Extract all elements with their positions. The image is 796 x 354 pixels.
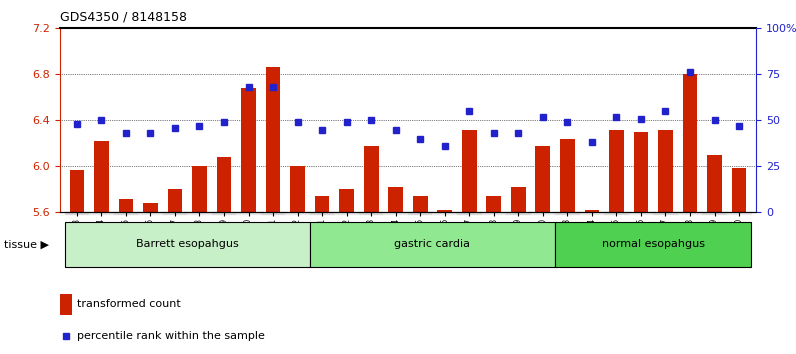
Bar	[187, 212, 212, 214]
Bar	[634, 132, 648, 212]
Bar	[629, 212, 654, 214]
Bar	[261, 212, 285, 214]
Bar	[727, 212, 751, 214]
Bar	[291, 166, 305, 212]
Bar	[168, 189, 182, 212]
Bar	[241, 88, 256, 212]
FancyBboxPatch shape	[310, 222, 555, 267]
Bar	[89, 212, 114, 214]
Bar	[217, 157, 232, 212]
Text: gastric cardia: gastric cardia	[395, 239, 470, 249]
Bar	[413, 196, 427, 212]
Bar	[339, 189, 354, 212]
Bar	[511, 187, 525, 212]
Bar	[432, 212, 457, 214]
Bar	[604, 212, 629, 214]
Bar	[364, 146, 379, 212]
Bar	[388, 187, 403, 212]
Bar	[64, 212, 89, 214]
Bar	[536, 146, 550, 212]
Bar	[677, 212, 702, 214]
Text: tissue ▶: tissue ▶	[4, 239, 49, 249]
Bar	[654, 212, 677, 214]
Bar	[359, 212, 384, 214]
Bar	[486, 196, 501, 212]
Bar	[702, 212, 727, 214]
Bar	[560, 139, 575, 212]
Bar	[192, 166, 207, 212]
Bar	[506, 212, 531, 214]
Bar	[143, 203, 158, 212]
Bar	[314, 196, 330, 212]
Bar	[139, 212, 162, 214]
Bar	[310, 212, 334, 214]
Bar	[437, 210, 452, 212]
Text: normal esopahgus: normal esopahgus	[602, 239, 704, 249]
Bar	[212, 212, 236, 214]
Bar	[266, 68, 280, 212]
Text: Barrett esopahgus: Barrett esopahgus	[136, 239, 239, 249]
Bar	[584, 210, 599, 212]
Bar	[119, 199, 133, 212]
Bar	[683, 74, 697, 212]
FancyBboxPatch shape	[64, 222, 310, 267]
Bar	[658, 130, 673, 212]
Bar	[285, 212, 310, 214]
Bar	[334, 212, 359, 214]
FancyBboxPatch shape	[555, 222, 751, 267]
Bar	[609, 130, 624, 212]
Bar	[114, 212, 139, 214]
Bar	[162, 212, 187, 214]
Bar	[462, 130, 477, 212]
Text: percentile rank within the sample: percentile rank within the sample	[77, 331, 265, 341]
Bar	[482, 212, 506, 214]
Bar	[384, 212, 408, 214]
Bar	[69, 170, 84, 212]
Bar	[457, 212, 482, 214]
Bar	[555, 212, 579, 214]
Bar	[94, 141, 109, 212]
Bar	[60, 294, 72, 315]
Bar	[236, 212, 261, 214]
Bar	[408, 212, 432, 214]
Text: GDS4350 / 8148158: GDS4350 / 8148158	[60, 11, 187, 24]
Text: transformed count: transformed count	[77, 299, 181, 309]
Bar	[732, 167, 747, 212]
Bar	[707, 155, 722, 212]
Bar	[579, 212, 604, 214]
Bar	[531, 212, 555, 214]
